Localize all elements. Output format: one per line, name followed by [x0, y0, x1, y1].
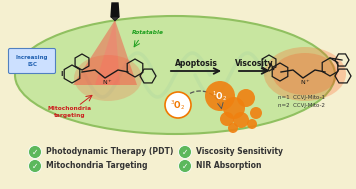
Polygon shape	[95, 20, 120, 85]
Circle shape	[228, 123, 238, 133]
Circle shape	[223, 97, 245, 119]
Text: Increasing
ISC: Increasing ISC	[16, 55, 48, 67]
Text: Viscosity Sensitivity: Viscosity Sensitivity	[196, 147, 283, 156]
Text: Photodynamic Therapy (PDT): Photodynamic Therapy (PDT)	[46, 147, 173, 156]
Text: ✓: ✓	[182, 148, 188, 157]
Polygon shape	[111, 17, 119, 21]
Circle shape	[28, 146, 42, 159]
Circle shape	[205, 81, 235, 111]
Text: ✓: ✓	[32, 162, 38, 171]
Text: $^3$O$_2$: $^3$O$_2$	[171, 98, 185, 112]
Circle shape	[220, 112, 234, 126]
FancyBboxPatch shape	[9, 49, 56, 74]
Text: ✓: ✓	[32, 148, 38, 157]
Ellipse shape	[264, 47, 346, 101]
Text: n=2  CCVJ-Mito-2: n=2 CCVJ-Mito-2	[278, 104, 325, 108]
Text: Mitochondria
targeting: Mitochondria targeting	[48, 106, 92, 118]
Text: Rotatable: Rotatable	[132, 30, 164, 36]
Text: N$^+$: N$^+$	[101, 79, 112, 88]
Circle shape	[250, 107, 262, 119]
Text: Mitochondria Targeting: Mitochondria Targeting	[46, 161, 147, 170]
Text: NIR Absorption: NIR Absorption	[196, 161, 262, 170]
Ellipse shape	[74, 55, 142, 101]
Text: Viscosity: Viscosity	[235, 60, 273, 68]
Text: Apoptosis: Apoptosis	[174, 60, 218, 68]
Text: n=1  CCVJ-Mito-1: n=1 CCVJ-Mito-1	[278, 94, 325, 99]
Circle shape	[28, 160, 42, 173]
Circle shape	[165, 92, 191, 118]
Text: I: I	[61, 71, 63, 77]
Polygon shape	[73, 20, 137, 85]
Text: ✓: ✓	[182, 162, 188, 171]
Circle shape	[178, 146, 192, 159]
Circle shape	[178, 160, 192, 173]
Ellipse shape	[15, 16, 335, 134]
Circle shape	[233, 112, 249, 128]
Text: $^1$O$_2$: $^1$O$_2$	[213, 89, 227, 103]
Polygon shape	[111, 3, 119, 17]
Circle shape	[237, 89, 255, 107]
Ellipse shape	[272, 53, 337, 95]
Circle shape	[247, 119, 257, 129]
Text: N$^+$: N$^+$	[300, 79, 310, 88]
